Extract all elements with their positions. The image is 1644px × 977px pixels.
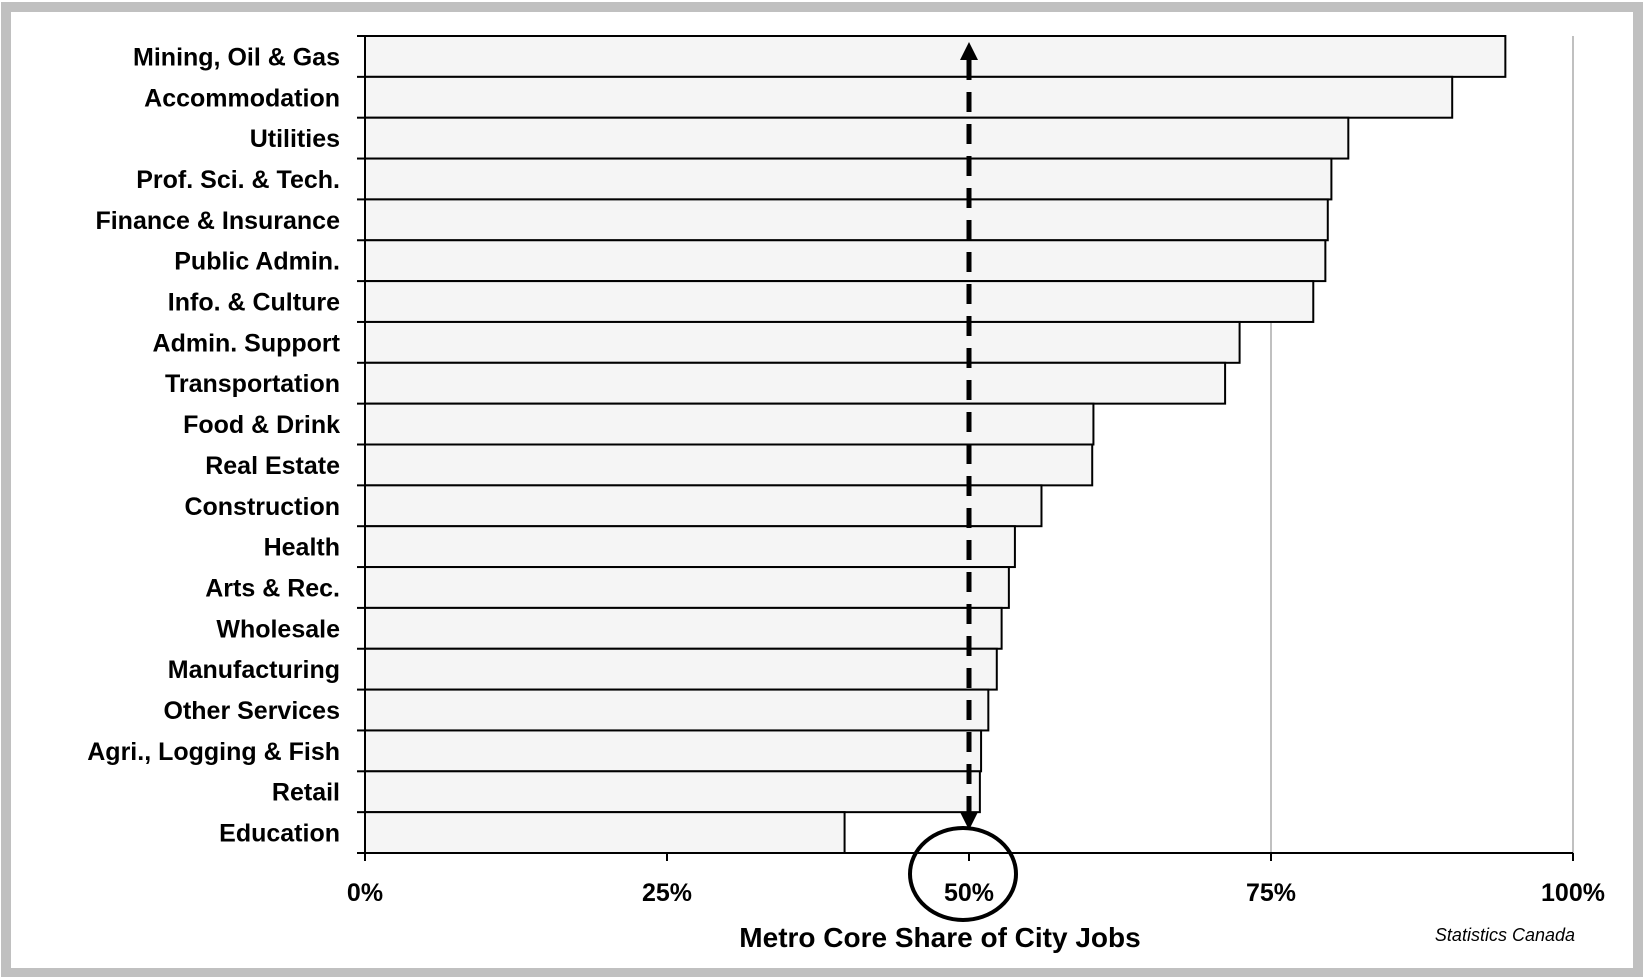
x-axis-title: Metro Core Share of City Jobs <box>739 922 1140 953</box>
x-tick-label-3: 75% <box>1246 879 1296 907</box>
category-label-3: Utilities <box>250 125 340 153</box>
bar-8 <box>364 320 1241 364</box>
category-label-16: Manufacturing <box>168 656 340 684</box>
category-label-12: Construction <box>184 493 340 521</box>
bar-9 <box>364 361 1227 405</box>
bar-14 <box>364 566 1010 609</box>
tick-labels: 0% 25% 50% 75% 100% <box>347 879 1605 907</box>
category-label-18: Agri., Logging & Fish <box>87 738 340 766</box>
source-note: Statistics Canada <box>1435 925 1575 945</box>
highlight-circle <box>908 826 1018 922</box>
category-label-14: Arts & Rec. <box>205 574 340 602</box>
category-label-13: Health <box>264 534 340 562</box>
bar-16 <box>364 647 998 691</box>
bar-7 <box>364 280 1315 323</box>
category-label-9: Transportation <box>165 370 340 398</box>
reference-arrow-up <box>960 42 978 60</box>
x-tick-label-1: 25% <box>642 879 692 907</box>
bar-2 <box>364 75 1454 119</box>
category-label-4: Prof. Sci. & Tech. <box>136 166 340 194</box>
axes <box>357 35 1574 861</box>
category-label-8: Admin. Support <box>153 329 341 357</box>
category-labels: Mining, Oil & Gas Accommodation Utilities P… <box>87 43 340 847</box>
bar-13 <box>364 525 1016 569</box>
bar-5 <box>364 198 1329 242</box>
bar-4 <box>364 157 1333 201</box>
bar-6 <box>364 239 1327 283</box>
reference-arrow-down <box>960 812 978 830</box>
bar-3 <box>364 116 1350 160</box>
bar-15 <box>364 606 1003 650</box>
category-label-19: Retail <box>272 779 340 807</box>
reference-line <box>908 42 1018 922</box>
category-label-6: Public Admin. <box>174 248 340 276</box>
category-label-11: Real Estate <box>205 452 340 480</box>
category-label-20: Education <box>219 820 340 848</box>
category-label-15: Wholesale <box>216 615 340 643</box>
category-label-5: Finance & Insurance <box>95 207 340 235</box>
bar-11 <box>364 443 1094 487</box>
bar-12 <box>364 484 1043 528</box>
category-label-2: Accommodation <box>144 84 340 112</box>
x-tick-label-0: 0% <box>347 879 383 907</box>
bars <box>364 35 1507 855</box>
bar-10 <box>364 402 1095 446</box>
bar-20 <box>364 811 846 855</box>
bar-1 <box>364 35 1507 78</box>
category-label-7: Info. & Culture <box>168 289 340 317</box>
category-label-1: Mining, Oil & Gas <box>133 43 340 71</box>
category-label-10: Food & Drink <box>183 411 340 439</box>
category-label-17: Other Services <box>164 697 341 725</box>
bar-17 <box>364 688 990 732</box>
bar-19 <box>364 770 981 814</box>
x-tick-label-2: 50% <box>944 879 994 907</box>
x-tick-label-4: 100% <box>1541 879 1605 907</box>
bar-18 <box>364 729 983 773</box>
